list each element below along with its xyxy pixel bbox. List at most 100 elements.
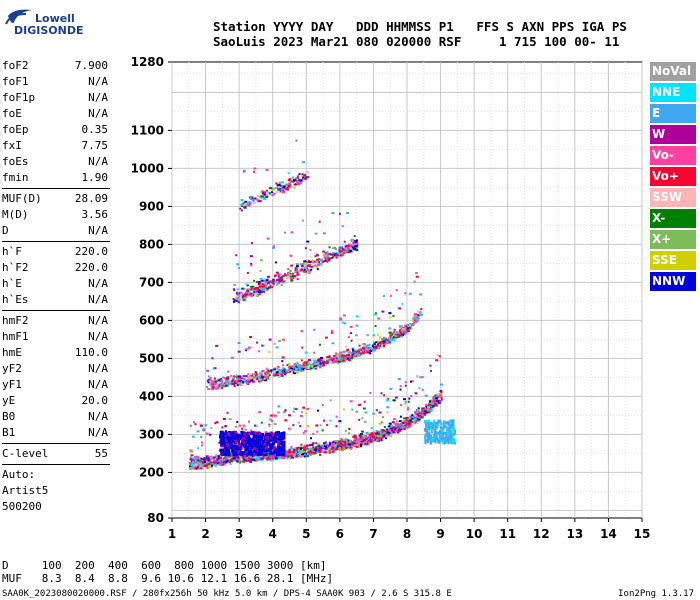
echo-point: [380, 421, 383, 424]
echo-point: [319, 453, 321, 456]
echo-point: [292, 186, 296, 189]
echo-point: [250, 439, 254, 443]
echo-point: [417, 410, 421, 413]
echo-point: [248, 437, 252, 441]
echo-point: [224, 384, 228, 387]
echo-point: [374, 439, 378, 442]
echo-point: [428, 404, 432, 407]
echo-point: [236, 434, 240, 438]
echo-point: [308, 270, 312, 273]
echo-point: [303, 367, 306, 370]
echo-point: [269, 443, 273, 447]
echo-point: [325, 362, 329, 365]
echo-point: [296, 361, 299, 364]
y-tick-label: 500: [139, 351, 164, 365]
echo-point: [255, 378, 259, 381]
echo-point: [277, 444, 280, 448]
echo-point: [393, 330, 395, 333]
echo-point: [364, 345, 368, 348]
echo-point: [401, 329, 405, 332]
logo-lowell-text: Lowell: [35, 12, 75, 25]
polarization-legend: NoVal NNE E W Vo- Vo+ SSW X- X+ SSE NNW: [650, 62, 696, 293]
echo-point: [296, 371, 299, 374]
echo-point: [281, 188, 284, 191]
echo-point: [349, 247, 352, 250]
echo-point: [293, 183, 297, 186]
echo-point: [242, 451, 246, 455]
param-value: 0.35: [81, 123, 109, 136]
echo-point: [234, 453, 238, 457]
echo-point: [355, 436, 358, 439]
echo-point: [313, 328, 316, 331]
echo-point: [439, 420, 442, 423]
echo-point: [351, 408, 354, 411]
echo-point: [223, 377, 226, 379]
echo-point: [404, 329, 407, 332]
echo-point: [239, 203, 242, 206]
echo-point: [241, 427, 244, 430]
echo-point: [286, 457, 289, 460]
echo-point: [241, 460, 245, 463]
echo-point: [254, 286, 258, 289]
echo-point: [224, 430, 227, 433]
echo-point: [206, 461, 210, 464]
echo-point: [241, 293, 244, 296]
echo-point: [276, 373, 280, 375]
echo-point: [318, 361, 321, 364]
echo-point: [311, 261, 315, 264]
echo-point: [338, 250, 342, 253]
echo-point: [413, 418, 417, 421]
echo-point: [234, 451, 238, 455]
echo-point: [220, 430, 224, 434]
echo-point: [282, 431, 286, 435]
echo-point: [234, 440, 238, 443]
echo-point: [317, 447, 320, 450]
echo-point: [281, 375, 284, 377]
echo-point: [255, 373, 259, 376]
echo-point: [247, 203, 249, 206]
echo-point: [404, 401, 407, 403]
param-value: N/A: [88, 378, 108, 391]
echo-point: [446, 428, 449, 432]
echo-point: [222, 457, 225, 460]
param-label: hmF1: [2, 330, 29, 343]
echo-point: [345, 250, 349, 253]
echo-point: [430, 434, 432, 438]
echo-point: [258, 285, 261, 288]
echo-point: [259, 196, 263, 199]
echo-point: [220, 442, 224, 446]
echo-point: [367, 344, 370, 347]
echo-point: [284, 372, 287, 374]
echo-point: [265, 367, 268, 370]
echo-point: [311, 259, 314, 262]
echo-point: [288, 369, 290, 372]
echo-point: [271, 191, 273, 194]
echo-point: [313, 365, 316, 368]
echo-point: [268, 187, 272, 190]
echo-point: [404, 402, 407, 405]
echo-point: [241, 444, 245, 448]
param-label: yF2: [2, 362, 22, 375]
echo-point: [342, 250, 346, 253]
echo-point: [209, 433, 212, 436]
echo-point: [308, 448, 311, 451]
echo-point: [345, 438, 349, 441]
echo-point: [415, 272, 418, 275]
echo-point: [406, 408, 409, 411]
echo-point: [369, 349, 373, 352]
echo-point: [230, 456, 234, 459]
echo-point: [262, 283, 265, 286]
echo-point: [274, 373, 277, 376]
echo-point: [346, 249, 349, 251]
echo-point: [306, 449, 310, 452]
echo-point: [414, 412, 417, 415]
echo-point: [239, 207, 242, 210]
echo-point: [208, 463, 212, 466]
echo-point: [417, 414, 421, 417]
echo-point: [389, 316, 392, 319]
echo-point: [211, 388, 214, 391]
echo-point: [377, 333, 380, 336]
echo-point: [231, 383, 235, 386]
echo-point: [295, 139, 298, 142]
echo-point: [207, 375, 210, 378]
